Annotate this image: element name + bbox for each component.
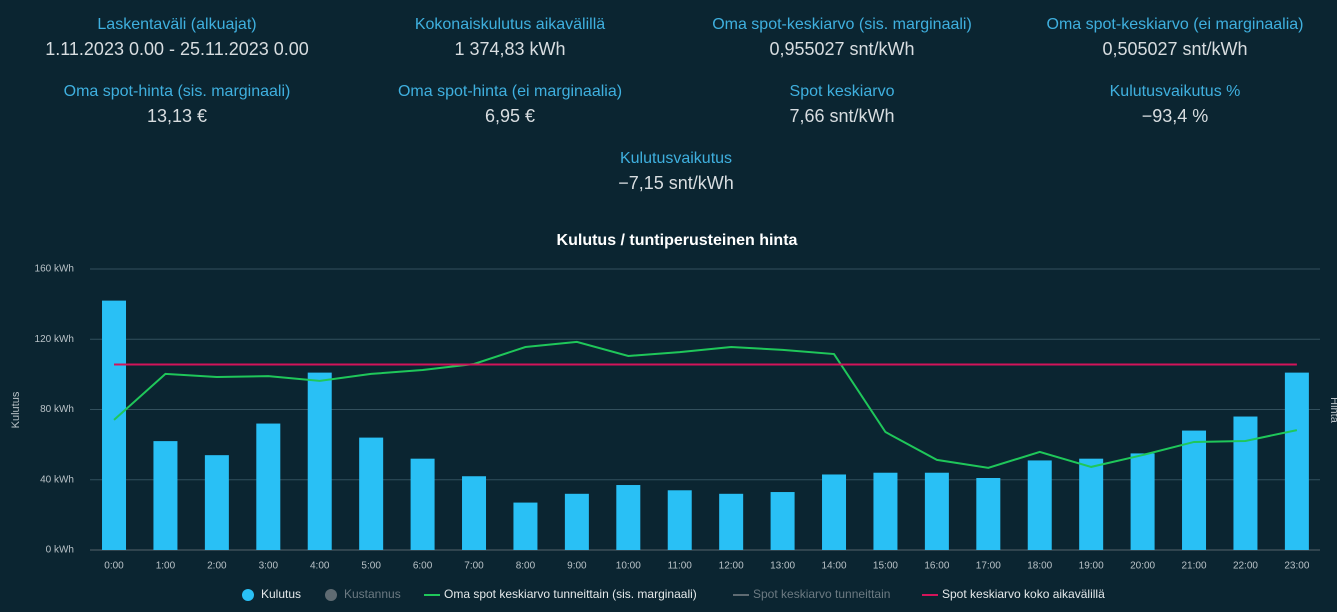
legend-swatch [325,589,337,601]
x-tick-label: 8:00 [516,561,536,572]
x-tick-label: 9:00 [567,561,587,572]
stat-label: Kulutusvaikutus [619,150,733,167]
bar [256,423,281,550]
bar [719,493,744,550]
stat-value: 13,13 € [146,106,208,126]
x-tick-label: 1:00 [156,561,176,572]
y-tick-label: 0 kWh [46,545,74,556]
bar [513,502,538,550]
bar [667,490,692,550]
legend-label[interactable]: Oma spot keskiarvo tunneittain (sis. mar… [444,587,697,601]
x-tick-label: 3:00 [259,561,279,572]
x-tick-label: 4:00 [310,561,330,572]
x-tick-label: 12:00 [719,561,744,572]
stat: Kulutusvaikutus % −93,4 % [1009,83,1337,127]
stat-value: 6,95 € [484,106,536,126]
x-tick-label: 19:00 [1079,561,1104,572]
x-tick-label: 23:00 [1284,561,1309,572]
stat-value: −7,15 snt/kWh [618,173,734,193]
bar [1182,430,1207,550]
bar [1284,372,1309,550]
bar [616,485,641,550]
stat: Laskentaväli (alkuajat) 1.11.2023 0.00 - … [11,16,343,60]
x-tick-label: 0:00 [104,561,124,572]
stat: Spot keskiarvo 7,66 snt/kWh [676,83,1008,127]
stat-label: Oma spot-hinta (sis. marginaali) [63,83,291,100]
stat-label: Oma spot-keskiarvo (ei marginaalia) [1046,16,1304,33]
x-tick-label: 16:00 [924,561,949,572]
bar [976,477,1001,550]
bar [1130,453,1155,550]
x-tick-label: 14:00 [822,561,847,572]
bar [873,472,898,550]
line [113,340,1298,469]
legend-label[interactable]: Spot keskiarvo tunneittain [753,587,890,601]
x-tick-label: 2:00 [207,561,227,572]
bar [307,372,332,550]
y-axis-title: Kulutus [10,391,22,428]
bar [822,474,847,550]
x-tick-label: 18:00 [1027,561,1052,572]
stat-value: 0,955027 snt/kWh [769,39,915,59]
bar [564,493,589,550]
legend-label[interactable]: Spot keskiarvo koko aikavälillä [942,587,1105,601]
bar [924,472,949,550]
stat-label: Oma spot-keskiarvo (sis. marginaali) [712,16,972,33]
bar [462,476,487,550]
x-tick-label: 13:00 [770,561,795,572]
chart-title: Kulutus / tuntiperusteinen hinta [557,232,798,249]
stat-value: 0,505027 snt/kWh [1102,39,1248,59]
bar [770,492,795,550]
bar [153,441,178,550]
stat-label: Kulutusvaikutus % [1109,83,1241,100]
bar [1027,460,1052,550]
x-tick-label: 7:00 [464,561,484,572]
stat: Kokonaiskulutus aikavälillä 1 374,83 kWh [344,16,676,60]
bar [102,300,127,550]
stat-value: 1.11.2023 0.00 - 25.11.2023 0.00 [45,39,309,59]
stat: Oma spot-hinta (ei marginaalia) 6,95 € [344,83,676,127]
x-tick-label: 10:00 [616,561,641,572]
stat-value: −93,4 % [1141,106,1209,126]
stat: Oma spot-keskiarvo (ei marginaalia) 0,505… [1009,16,1337,60]
bar [1233,416,1258,550]
y2-axis-title: Hinta [1328,397,1337,424]
stat-value: 7,66 snt/kWh [789,106,895,126]
x-tick-label: 6:00 [413,561,433,572]
x-tick-label: 15:00 [873,561,898,572]
legend-label[interactable]: Kulutus [261,587,301,601]
stat: Oma spot-keskiarvo (sis. marginaali) 0,95… [676,16,1008,60]
stat-label: Spot keskiarvo [789,83,895,100]
y-tick-label: 160 kWh [35,264,74,275]
x-tick-label: 22:00 [1233,561,1258,572]
legend-swatch [242,589,254,601]
legend-label[interactable]: Kustannus [344,587,401,601]
y-tick-label: 80 kWh [40,404,74,415]
stat: Oma spot-hinta (sis. marginaali) 13,13 € [11,83,343,127]
y-tick-label: 40 kWh [40,474,74,485]
x-tick-label: 5:00 [361,561,381,572]
bar [410,458,435,550]
bar [359,437,384,550]
stat-label: Oma spot-hinta (ei marginaalia) [397,83,623,100]
bar [204,455,229,550]
x-tick-label: 11:00 [668,561,693,572]
x-tick-label: 17:00 [976,561,1001,572]
stat-label: Kokonaiskulutus aikavälillä [414,16,606,33]
x-tick-label: 21:00 [1182,561,1207,572]
stat: Kulutusvaikutus −7,15 snt/kWh [510,150,842,194]
stat-value: 1 374,83 kWh [454,39,566,59]
x-tick-label: 20:00 [1130,561,1155,572]
bar [1079,458,1104,550]
stat-label: Laskentaväli (alkuajat) [97,16,257,33]
y-tick-label: 120 kWh [35,334,74,345]
